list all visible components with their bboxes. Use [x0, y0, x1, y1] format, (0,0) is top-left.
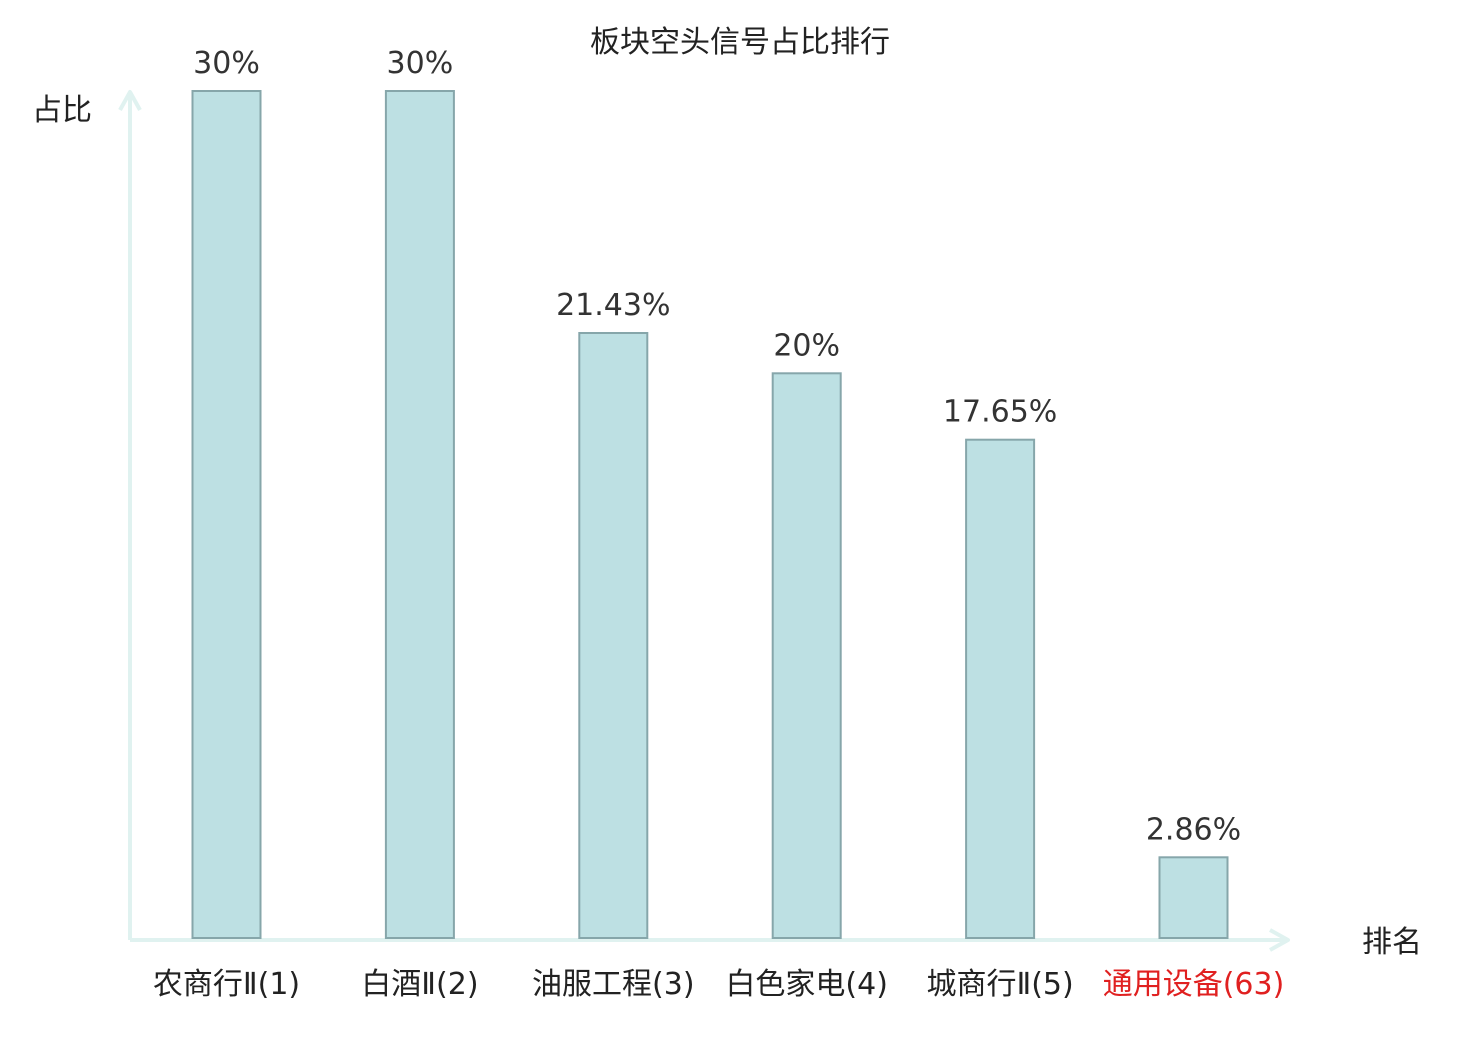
- value-label-2: 30%: [387, 46, 454, 81]
- bar-5: [965, 438, 1036, 939]
- value-label-1: 30%: [193, 46, 260, 81]
- value-label-4: 20%: [773, 328, 840, 363]
- value-label-3: 21.43%: [556, 288, 670, 323]
- category-label-3: 油服工程(3): [532, 967, 695, 1002]
- bar-4: [771, 372, 842, 939]
- value-label-5: 17.65%: [943, 395, 1057, 430]
- category-label-2: 白酒Ⅱ(2): [361, 967, 478, 1002]
- y-axis-label: 占比: [32, 93, 92, 128]
- bar-3: [578, 332, 649, 939]
- axes: [118, 90, 1290, 952]
- chart-title: 板块空头信号占比排行: [590, 25, 890, 60]
- category-labels-group: 农商行Ⅱ(1) 白酒Ⅱ(2) 油服工程(3) 白色家电(4) 城商行Ⅱ(5) 通用设备(6…: [153, 967, 1284, 1002]
- y-axis-arrow: [118, 90, 142, 111]
- x-axis-arrow: [1269, 928, 1290, 952]
- bars-group: [191, 90, 1229, 939]
- bar-2: [384, 90, 455, 939]
- category-label-1: 农商行Ⅱ(1): [153, 967, 300, 1002]
- value-labels-group: 30% 30% 21.43% 20% 17.65% 2.86%: [193, 46, 1241, 847]
- bar-1: [191, 90, 262, 939]
- category-label-5: 城商行Ⅱ(5): [926, 967, 1073, 1002]
- category-label-6: 通用设备(63): [1103, 967, 1285, 1002]
- value-label-6: 2.86%: [1146, 812, 1241, 847]
- x-axis-label: 排名: [1362, 925, 1422, 960]
- category-label-4: 白色家电(4): [725, 967, 888, 1002]
- bar-6: [1158, 856, 1229, 939]
